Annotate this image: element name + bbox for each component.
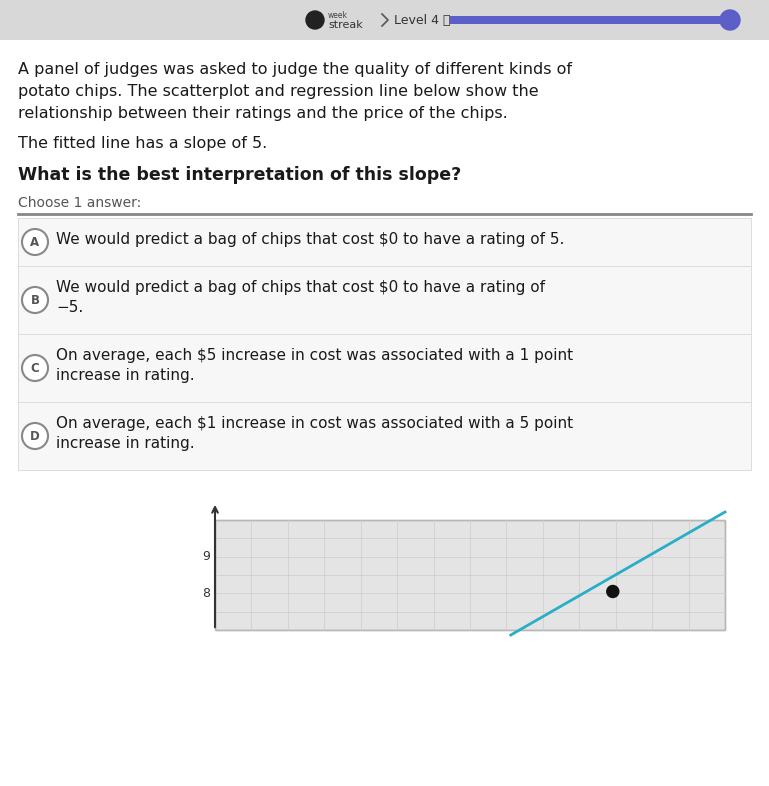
Text: D: D bbox=[30, 429, 40, 443]
FancyBboxPatch shape bbox=[18, 218, 751, 266]
FancyBboxPatch shape bbox=[18, 402, 751, 470]
Circle shape bbox=[22, 287, 48, 313]
Text: B: B bbox=[31, 293, 39, 307]
Text: On average, each $1 increase in cost was associated with a 5 point: On average, each $1 increase in cost was… bbox=[56, 416, 573, 431]
FancyBboxPatch shape bbox=[215, 520, 725, 630]
Circle shape bbox=[22, 229, 48, 255]
Text: relationship between their ratings and the price of the chips.: relationship between their ratings and t… bbox=[18, 106, 508, 121]
FancyBboxPatch shape bbox=[18, 334, 751, 402]
Text: We would predict a bag of chips that cost $0 to have a rating of 5.: We would predict a bag of chips that cos… bbox=[56, 232, 564, 247]
FancyBboxPatch shape bbox=[450, 16, 730, 24]
Text: streak: streak bbox=[328, 20, 363, 30]
Text: The fitted line has a slope of 5.: The fitted line has a slope of 5. bbox=[18, 136, 268, 151]
Text: We would predict a bag of chips that cost $0 to have a rating of: We would predict a bag of chips that cos… bbox=[56, 280, 545, 295]
Circle shape bbox=[22, 423, 48, 449]
Text: potato chips. The scatterplot and regression line below show the: potato chips. The scatterplot and regres… bbox=[18, 84, 538, 99]
Text: increase in rating.: increase in rating. bbox=[56, 368, 195, 383]
Text: C: C bbox=[31, 362, 39, 374]
FancyBboxPatch shape bbox=[450, 16, 730, 24]
Circle shape bbox=[306, 11, 324, 29]
Text: A panel of judges was asked to judge the quality of different kinds of: A panel of judges was asked to judge the… bbox=[18, 62, 572, 77]
Text: On average, each $5 increase in cost was associated with a 1 point: On average, each $5 increase in cost was… bbox=[56, 348, 573, 363]
FancyBboxPatch shape bbox=[18, 266, 751, 334]
Text: A: A bbox=[31, 236, 39, 248]
Text: 8: 8 bbox=[202, 587, 210, 600]
Text: 9: 9 bbox=[202, 550, 210, 563]
Text: Choose 1 answer:: Choose 1 answer: bbox=[18, 196, 141, 210]
Circle shape bbox=[607, 586, 619, 597]
Text: Level 4 ⓘ: Level 4 ⓘ bbox=[394, 13, 451, 27]
Text: −5.: −5. bbox=[56, 300, 83, 315]
Circle shape bbox=[22, 355, 48, 381]
Text: increase in rating.: increase in rating. bbox=[56, 436, 195, 451]
Text: week: week bbox=[328, 10, 348, 20]
Circle shape bbox=[720, 10, 740, 30]
FancyBboxPatch shape bbox=[0, 0, 769, 40]
Text: What is the best interpretation of this slope?: What is the best interpretation of this … bbox=[18, 166, 461, 184]
FancyBboxPatch shape bbox=[0, 40, 769, 786]
